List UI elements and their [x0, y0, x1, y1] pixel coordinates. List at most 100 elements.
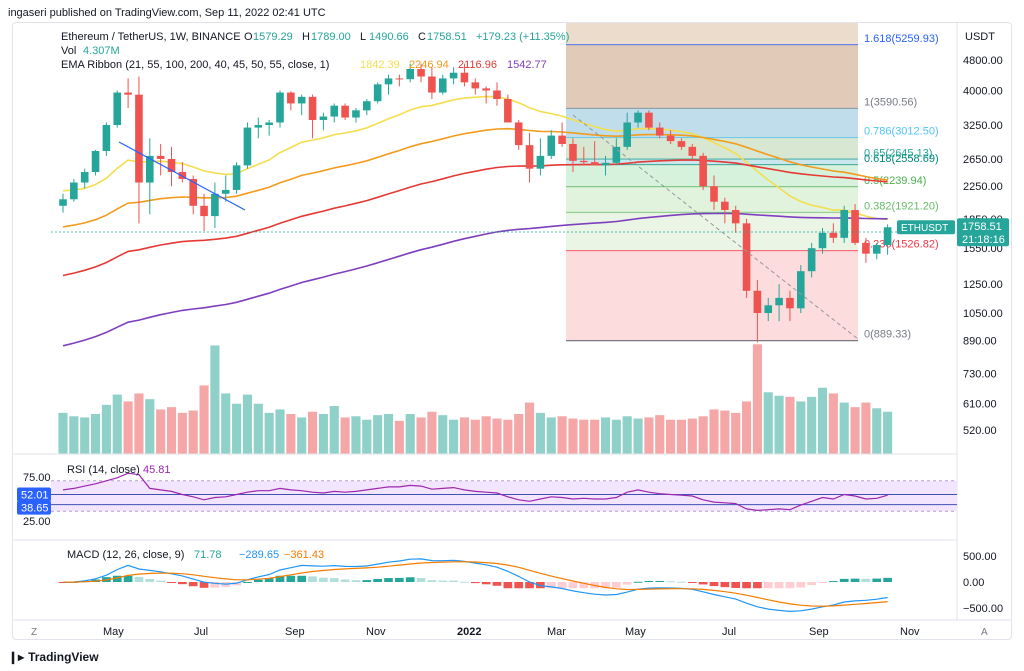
- time-axis-label: 2022: [457, 626, 481, 638]
- volume-bar: [416, 417, 426, 454]
- candle-body: [623, 122, 631, 147]
- macd-histogram-bar: [275, 575, 285, 582]
- trend-line[interactable]: [118, 141, 246, 211]
- rsi-label: RSI (14, close): [67, 464, 140, 476]
- macd-histogram-bar: [112, 575, 122, 582]
- candle-body: [807, 248, 816, 272]
- volume-bar: [221, 393, 231, 454]
- fib-level-label: 0.236(1526.82): [864, 239, 939, 251]
- macd-histogram-bar: [774, 582, 784, 589]
- rsi-pane[interactable]: RSI (14, close) 45.81 75.00 25.00 52.01 38.65: [17, 464, 957, 528]
- macd-histogram-bar: [677, 581, 686, 583]
- candle-body: [699, 155, 707, 187]
- macd-histogram-bar: [839, 578, 849, 582]
- candle-body: [504, 99, 512, 123]
- fib-band: [566, 44, 858, 109]
- macd-histogram-bar: [449, 580, 458, 582]
- macd-pane[interactable]: MACD (12, 26, close, 9) 71.78 −289.65 −361.…: [58, 549, 1003, 615]
- rsi-band-tag: [17, 500, 51, 515]
- macd-histogram-bar: [178, 582, 187, 585]
- candle-body: [547, 135, 556, 156]
- macd-value: −361.43: [284, 549, 324, 561]
- volume-bar: [242, 394, 253, 454]
- volume-bar: [101, 404, 111, 454]
- price-axis-tick: 1250.00: [963, 279, 1003, 291]
- volume-bar: [481, 416, 491, 454]
- volume-bar: [676, 419, 687, 454]
- volume-bar: [449, 419, 459, 454]
- macd-histogram-bar: [742, 582, 751, 589]
- candle-body: [471, 82, 480, 89]
- macd-histogram-bar: [687, 582, 697, 583]
- legend-ohlc-value: 1579.29: [253, 31, 293, 43]
- candle-body: [232, 165, 241, 190]
- macd-histogram-bar: [319, 577, 328, 582]
- macd-histogram-bar: [470, 582, 480, 584]
- candle-body: [482, 88, 490, 91]
- time-axis[interactable]: May Jul Sep Nov 2022 Mar May Jul Sep Nov Z A: [31, 626, 988, 638]
- macd-histogram-bar: [427, 580, 437, 582]
- volume-bar: [687, 418, 697, 454]
- volume-bar: [666, 419, 676, 454]
- candle-body: [211, 193, 219, 217]
- candle-body: [341, 105, 349, 118]
- macd-histogram-bar: [818, 582, 827, 583]
- macd-histogram-bar: [850, 578, 860, 582]
- dashed-trend-line[interactable]: [572, 114, 859, 340]
- macd-histogram-bar: [297, 575, 307, 582]
- last-price-countdown: 21:18:16: [962, 234, 1005, 246]
- volume-bars: [58, 344, 893, 454]
- volume-bar: [611, 419, 621, 454]
- candle-body: [829, 232, 838, 238]
- chart-container[interactable]: 1.618(5259.93) 1(3590.56) 0.786(3012.50) 0.…: [12, 22, 1012, 640]
- candle-body: [634, 112, 642, 123]
- candle-body: [862, 242, 870, 254]
- candle-body: [308, 96, 317, 120]
- macd-line: [62, 558, 888, 613]
- time-axis-label: Mar: [547, 626, 566, 638]
- macd-histogram-bar: [351, 580, 361, 582]
- candle-body: [514, 122, 523, 146]
- volume-bar: [112, 394, 122, 454]
- candle-body: [189, 178, 197, 206]
- macd-histogram-bar: [514, 582, 524, 589]
- rsi-axis-tick: 25.00: [23, 516, 51, 528]
- tradingview-logo[interactable]: ❙▸ TradingView: [8, 650, 99, 664]
- price-axis[interactable]: USDT 4800.00 4000.00 3250.00 2650.00 2250.00 1…: [897, 31, 1009, 437]
- macd-histogram-bar: [340, 579, 350, 582]
- legend-change: +179.23 (+11.35%): [476, 31, 569, 43]
- last-price-symbol: ETHUSDT: [901, 223, 948, 234]
- price-axis-tick: 1050.00: [963, 308, 1003, 320]
- volume-bar: [318, 414, 328, 454]
- volume-bar: [80, 417, 90, 454]
- macd-histogram-bar: [373, 578, 382, 582]
- volume-bar: [709, 409, 719, 454]
- volume-bar: [177, 412, 187, 454]
- price-pane[interactable]: 1.618(5259.93) 1(3590.56) 0.786(3012.50) 0.…: [51, 23, 939, 454]
- volume-bar: [503, 419, 513, 454]
- candle-body: [146, 155, 154, 183]
- volume-bar: [633, 418, 643, 454]
- volume-bar: [731, 412, 741, 454]
- macd-label: MACD (12, 26, close, 9): [67, 549, 184, 561]
- time-axis-label: Nov: [900, 626, 920, 638]
- candle-body: [297, 96, 306, 104]
- fib-level-label: 0.382(1921.20): [864, 200, 939, 212]
- rsi-line: [62, 472, 888, 512]
- macd-histogram-bar: [308, 576, 317, 582]
- volume-bar: [763, 392, 773, 454]
- volume-bar: [307, 411, 318, 454]
- tradingview-chart[interactable]: 1.618(5259.93) 1(3590.56) 0.786(3012.50) 0.…: [13, 23, 1011, 639]
- candle-body: [710, 186, 718, 202]
- volume-bar: [698, 416, 708, 454]
- price-axis-currency: USDT: [965, 31, 995, 43]
- price-axis-tick: 4800.00: [963, 55, 1003, 67]
- candle-body: [883, 227, 892, 246]
- chart-legend: Ethereum / TetherUS, 1W, BINANCE O 1579.29…: [61, 31, 569, 71]
- candle-body: [580, 160, 588, 163]
- volume-bar: [514, 414, 524, 454]
- fib-level-label: 0(889.33): [864, 329, 911, 341]
- time-axis-label: May: [625, 626, 646, 638]
- legend-volume-label: Vol: [61, 45, 76, 57]
- volume-bar: [535, 412, 545, 454]
